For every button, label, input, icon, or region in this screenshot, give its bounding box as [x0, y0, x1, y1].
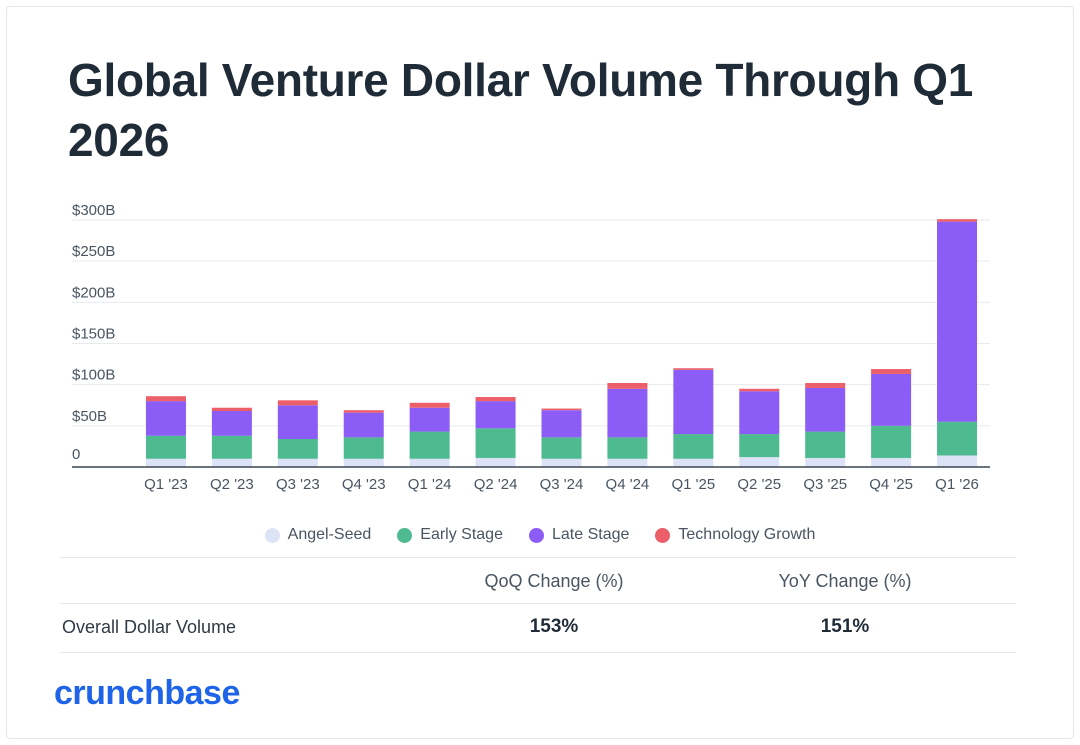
table-row-label: Overall Dollar Volume [62, 617, 237, 637]
legend-swatch-angel-seed [264, 527, 280, 543]
bar-segment [211, 411, 252, 436]
bar-segment [541, 408, 582, 411]
bar-segment [475, 397, 516, 402]
bar-segment [277, 458, 318, 467]
bar-segment [673, 458, 714, 467]
x-tick-label: Q2 '25 [737, 476, 781, 493]
legend-item-technology-growth: Technology Growth [655, 526, 815, 544]
table-header-yoy: YoY Change (%) [778, 571, 912, 591]
y-tick-label: $200B [72, 284, 115, 301]
bar-segment [145, 401, 186, 436]
bar-segment [343, 412, 384, 438]
bar-segment [409, 407, 450, 432]
bar-segment [409, 402, 450, 408]
bar-segment [673, 368, 714, 370]
bar-segment [343, 458, 384, 467]
bar-segment [739, 391, 780, 435]
legend-label-angel-seed: Angel-Seed [287, 526, 372, 543]
legend-item-angel-seed: Angel-Seed [264, 526, 372, 544]
crunchbase-logo: crunchbase [54, 674, 240, 712]
bar-segment [145, 396, 186, 402]
chart-title: Global Venture Dollar Volume Through Q1 … [68, 54, 973, 166]
bar-segment [343, 437, 384, 459]
bar-segment [805, 431, 846, 458]
bar-segment [475, 457, 516, 467]
x-tick-label: Q2 '23 [210, 476, 254, 493]
bar-segment [211, 407, 252, 412]
legend-label-technology-growth: Technology Growth [678, 526, 816, 543]
bar-segment [607, 458, 648, 467]
bar-segment [739, 388, 780, 392]
table-value-yoy: 151% [820, 616, 870, 637]
legend-label-late-stage: Late Stage [551, 526, 630, 543]
x-tick-label: Q1 '26 [935, 476, 979, 493]
bar-segment [805, 387, 846, 432]
bar-segment [607, 383, 648, 389]
x-tick-label: Q3 '24 [540, 476, 584, 493]
bar-segment [409, 458, 450, 467]
table-divider-top [60, 557, 1016, 558]
bar-segment [871, 369, 912, 374]
bar-segment [871, 425, 912, 458]
bar-segment [805, 457, 846, 467]
bar-segment [937, 455, 978, 467]
legend-swatch-technology-growth [655, 527, 671, 543]
y-tick-label: $150B [72, 326, 115, 343]
bar-segment [211, 435, 252, 459]
bar-segment [805, 383, 846, 388]
x-tick-label: Q2 '24 [474, 476, 518, 493]
bar-segment [673, 369, 714, 435]
legend-item-late-stage: Late Stage [528, 526, 630, 544]
y-tick-label: 0 [72, 446, 80, 463]
bar-segment [541, 437, 582, 459]
legend-item-early-stage: Early Stage [397, 526, 503, 544]
x-tick-label: Q4 '25 [869, 476, 913, 493]
bar-segment [277, 439, 318, 459]
table-divider-middle [60, 603, 1016, 604]
chart-legend: Angel-Seed Early Stage Late Stage Techno… [0, 526, 1080, 544]
x-tick-label: Q1 '25 [671, 476, 715, 493]
table-header-qoq: QoQ Change (%) [484, 571, 624, 591]
table-value-qoq: 153% [529, 616, 579, 637]
bar-segment [475, 428, 516, 458]
bar-segment [343, 410, 384, 413]
bar-segment [475, 401, 516, 429]
x-tick-label: Q4 '23 [342, 476, 386, 493]
legend-label-early-stage: Early Stage [420, 526, 503, 543]
x-tick-label: Q4 '24 [606, 476, 650, 493]
bar-segment [607, 437, 648, 459]
y-tick-label: $250B [72, 243, 115, 260]
bar-segment [871, 457, 912, 467]
x-tick-label: Q3 '23 [276, 476, 320, 493]
bar-segment [409, 431, 450, 459]
bar-segment [145, 435, 186, 459]
card-frame [6, 6, 1074, 739]
bar-segment [871, 373, 912, 426]
x-tick-label: Q1 '23 [144, 476, 188, 493]
y-tick-label: $100B [72, 367, 115, 384]
bar-segment [277, 405, 318, 440]
x-tick-label: Q3 '25 [803, 476, 847, 493]
bar-segment [673, 434, 714, 459]
y-tick-label: $50B [72, 408, 107, 425]
y-tick-label: $300B [72, 202, 115, 219]
bar-segment [937, 221, 978, 422]
bar-segment [541, 458, 582, 467]
bar-segment [541, 410, 582, 438]
bar-segment [739, 457, 780, 467]
bar-segment [211, 458, 252, 467]
table-divider-bottom [60, 652, 1016, 653]
bar-segment [607, 388, 648, 438]
bar-segment [937, 219, 978, 222]
bar-segment [739, 434, 780, 458]
legend-swatch-early-stage [397, 527, 413, 543]
legend-swatch-late-stage [528, 527, 544, 543]
bar-segment [145, 458, 186, 467]
bar-segment [937, 421, 978, 456]
stacked-bar-chart: 0 $50B $100B $150B $200B $250B $300B Q1 '23 Q2 '… [72, 202, 990, 493]
bar-segment [277, 400, 318, 406]
x-tick-label: Q1 '24 [408, 476, 452, 493]
